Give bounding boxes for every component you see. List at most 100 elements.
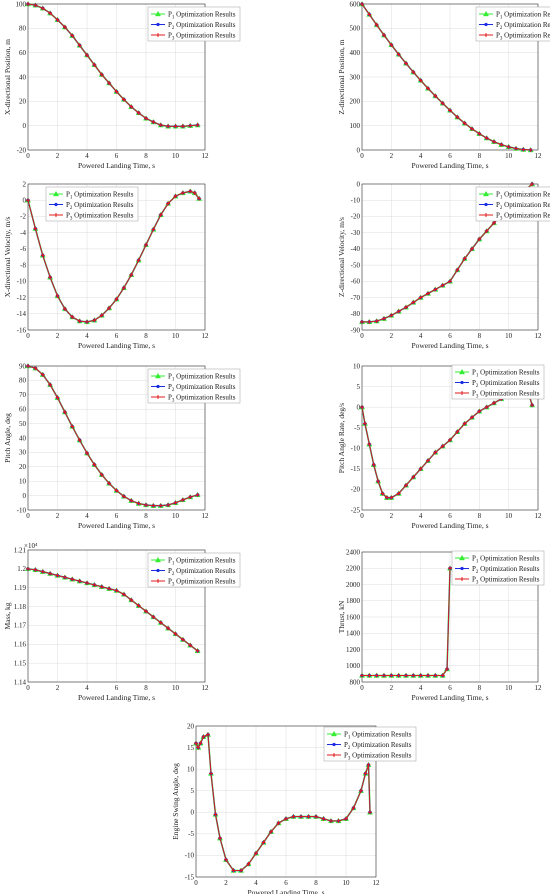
x-tick-label: 6 [115,332,119,340]
legend-label: P1 Optimization Results [472,554,540,564]
data-point [107,481,112,486]
data-point [33,3,38,8]
data-point [48,382,53,387]
y-tick-label: 1.21 [14,546,27,554]
y-tick-label: 500 [350,25,361,33]
y-axis-label: Pitch Angle, deg [3,413,12,463]
x-tick-label: 8 [478,684,482,692]
data-point [173,124,178,129]
axes-box [27,3,206,151]
y-tick-label: -10 [17,278,27,286]
data-point [48,11,53,16]
y-tick-label: -20 [351,213,361,221]
data-point [440,673,445,678]
chart-panel-4: 0 2 4 6 8 10 12 -90 -80 -70 -60 -50 -40 -30 -20 -10 0 Pow… [275,180,550,355]
data-point [136,603,141,608]
legend-marker [484,33,488,37]
legend-marker [156,579,160,583]
data-point [396,673,401,678]
data-point [70,424,75,429]
data-point [85,53,89,58]
y-tick-label: -15 [185,873,195,881]
y-tick-label: 50 [19,420,27,428]
chart-svg-8: 0 2 4 6 8 10 12 800 1000 1200 1400 1600 1800 2000 2200… [337,548,545,702]
x-axis-label: Powered Landing Time, s [78,693,155,702]
chart-svg-6: 0 2 4 6 8 10 12 -25 -20 -15 -10 -5 0 5 10 Powered Landi… [337,362,545,530]
data-point [77,43,82,48]
x-tick-label: 8 [144,332,148,340]
y-tick-label: -10 [185,852,195,860]
series-3 [360,382,535,500]
data-point [360,673,364,678]
legend-marker [484,213,488,217]
legend-marker [52,190,60,197]
data-point [55,17,60,22]
data-point [360,2,364,6]
axes-box [361,365,539,511]
data-point [367,12,372,17]
data-point [85,451,89,456]
y-tick-label: 100 [16,0,27,8]
data-point [218,836,222,841]
data-point [492,401,496,406]
x-tick-label: 2 [56,684,60,692]
data-point [411,475,416,480]
legend-marker [482,10,490,17]
legend-marker [460,566,464,571]
axes-box [361,3,539,151]
x-tick-label: 6 [448,332,452,340]
x-tick-label: 10 [172,512,180,520]
data-point [530,403,535,408]
data-point [514,146,518,151]
data-point [470,415,474,420]
data-point [382,673,386,678]
y-tick-label: 100 [350,122,361,130]
data-point [151,503,156,508]
data-point [99,472,104,477]
axes-box [27,365,206,511]
y-tick-label: 10 [19,478,27,486]
legend-marker [484,202,488,207]
data-point [374,22,379,27]
data-point [166,626,171,631]
data-point [180,497,185,502]
y-tick-label: 0 [23,492,27,500]
legend-marker [332,753,336,757]
y-tick-label: 2200 [346,565,361,573]
series-line [195,733,371,871]
x-tick-label: 4 [85,152,89,160]
legend-label: P2 Optimization Results [344,741,412,751]
legend-label: P3 Optimization Results [496,31,550,41]
data-point [70,315,75,320]
data-point [144,116,148,121]
data-point [166,201,171,206]
series-3 [194,732,372,873]
chart-panel-5: 0 2 4 6 8 10 12 -10 0 10 20 30 40 50 60 70 80 90 Powered L… [0,362,275,537]
data-point [362,421,367,426]
x-axis-label: Powered Landing Time, s [411,161,488,170]
legend-label: P1 Optimization Results [168,10,236,20]
y-tick-label: 5 [357,383,361,391]
data-point [404,483,408,488]
data-point [321,816,326,821]
legend-label: P3 Optimization Results [344,751,412,761]
x-tick-label: 12 [202,152,210,160]
data-point [477,237,482,242]
legend-marker [458,368,466,375]
x-tick-label: 2 [390,152,394,160]
data-point [158,503,163,508]
y-tick-label: 20 [19,463,27,471]
data-point [62,575,67,580]
y-tick-label: -40 [351,245,361,253]
legend-marker [156,395,160,399]
data-point [426,673,430,678]
data-point [129,104,134,109]
data-point [462,121,467,126]
y-tick-label: 0 [357,180,361,188]
y-tick-label: 1.18 [14,603,27,611]
y-axis-label: Engine Swing Angle, deg [171,763,180,840]
x-tick-label: 0 [26,684,30,692]
x-tick-label: 8 [478,152,482,160]
